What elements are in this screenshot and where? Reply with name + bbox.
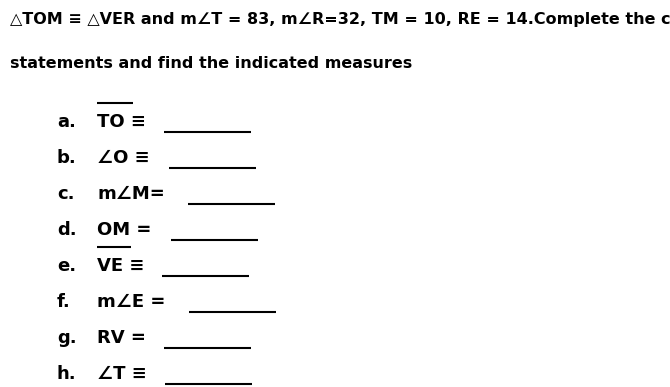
Text: m∠E =: m∠E = (97, 293, 165, 311)
Text: VE: VE (97, 257, 123, 275)
Text: d.: d. (57, 221, 76, 239)
Text: VE ≡: VE ≡ (97, 257, 145, 275)
Text: OM =: OM = (97, 221, 151, 239)
Text: ∠O ≡: ∠O ≡ (97, 149, 150, 167)
Text: a.: a. (57, 113, 76, 131)
Text: f.: f. (57, 293, 71, 311)
Text: m∠M=: m∠M= (97, 185, 165, 203)
Text: c.: c. (57, 185, 74, 203)
Text: TO: TO (97, 113, 125, 131)
Text: g.: g. (57, 329, 76, 347)
Text: e.: e. (57, 257, 76, 275)
Text: ∠T ≡: ∠T ≡ (97, 365, 147, 383)
Text: RV =: RV = (97, 329, 146, 347)
Text: TO ≡: TO ≡ (97, 113, 146, 131)
Text: b.: b. (57, 149, 76, 167)
Text: h.: h. (57, 365, 76, 383)
Text: △TOM ≡ △VER and m∠T = 83, m∠R=32, TM = 10, RE = 14.Complete the congruence: △TOM ≡ △VER and m∠T = 83, m∠R=32, TM = 1… (10, 12, 670, 27)
Text: statements and find the indicated measures: statements and find the indicated measur… (10, 56, 412, 71)
